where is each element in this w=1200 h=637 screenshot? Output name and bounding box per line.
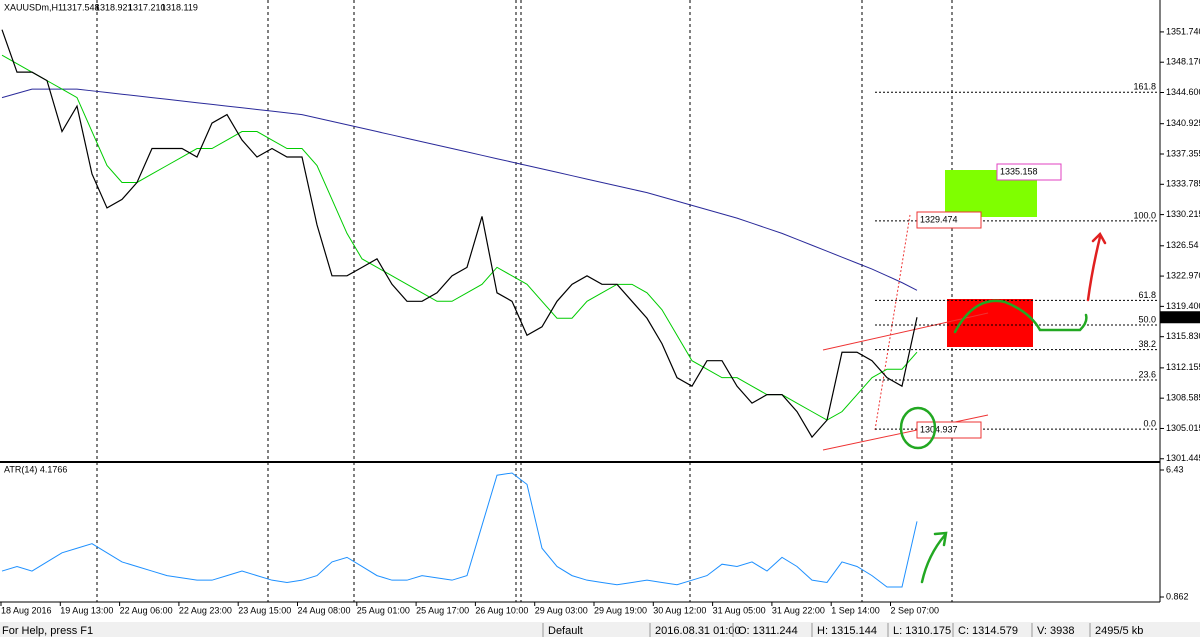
x-tick-label: 18 Aug 2016 [1,605,52,615]
y-tick-label: 1305.015 [1166,423,1200,433]
price-tag-label: 1335.158 [1000,166,1038,176]
y-tick-label: 1344.600 [1166,87,1200,97]
plot: 1351.740 1348.170 1344.600 1340.925 1337.355… [0,26,1200,615]
x-tick-label: 25 Aug 17:00 [416,605,469,615]
header-high: 1318.921 [95,2,133,12]
atr-tick-label: 0.862 [1166,591,1189,601]
x-tick-label: 23 Aug 15:00 [238,605,291,615]
atr-tick-label: 6.43 [1166,464,1184,474]
x-tick-label: 22 Aug 23:00 [179,605,232,615]
header-low: 1317.210 [128,2,166,12]
channel [822,214,989,451]
x-tick-label: 31 Aug 05:00 [713,605,766,615]
price-tag-label: 1329.474 [920,214,958,224]
x-tick-label: 30 Aug 12:00 [653,605,706,615]
y-tick-label: 1319.400 [1166,301,1200,311]
x-tick-label: 2 Sep 07:00 [891,605,940,615]
x-tick-label: 1 Sep 14:00 [831,605,880,615]
status-text: V: 3938 [1037,625,1075,637]
fib-label: 100.0 [1133,210,1156,220]
price-tag [916,211,982,229]
y-tick-label: 1315.830 [1166,331,1200,341]
fib-label: 38.2 [1138,339,1156,349]
price-tag [996,163,1062,181]
series-line [1,54,918,421]
fib-label: 161.8 [1133,82,1156,92]
status-text: C: 1314.579 [958,625,1018,637]
y-tick-label: 1351.740 [1166,26,1200,36]
x-tick-label: 19 Aug 13:00 [60,605,113,615]
series-line [1,88,918,291]
current-price-label: 1318.119 [1162,312,1199,322]
status-text: L: 1310.175 [893,625,951,637]
fib-label: 61.8 [1138,290,1156,300]
y-tick-label: 1333.785 [1166,179,1200,189]
header-symbol: XAUUSDm,H1 [4,2,63,12]
status-text: Default [548,625,583,637]
status-text: H: 1315.144 [817,625,877,637]
y-tick-label: 1348.170 [1166,57,1200,67]
status-text: O: 1311.244 [738,625,798,637]
x-tick-label: 22 Aug 06:00 [120,605,173,615]
fib-label: 23.6 [1138,369,1156,379]
status-text: For Help, press F1 [2,625,93,637]
x-tick-label: 29 Aug 19:00 [594,605,647,615]
atr-title: ATR(14) 4.1766 [4,464,67,474]
x-tick-label: 24 Aug 08:00 [298,605,351,615]
fib-label: 0.0 [1143,419,1156,429]
y-tick-label: 1308.585 [1166,393,1200,403]
status-bar: For Help, press F1 Default 2016.08.31 01:0… [0,622,1200,637]
y-tick-label: 1330.215 [1166,209,1200,219]
current-price-box [1160,311,1200,324]
fib-label: 50.0 [1138,314,1156,324]
annotations [899,231,1107,584]
price-tag-label: 1304.937 [920,424,958,434]
y-tick-label: 1337.355 [1166,148,1200,158]
status-text: 2016.08.31 01:00 [655,625,741,637]
y-tick-label: 1340.925 [1166,118,1200,128]
series-line [1,472,918,588]
x-tick-label: 25 Aug 01:00 [357,605,410,615]
x-tick-label: 31 Aug 22:00 [772,605,825,615]
status-text: 2495/5 kb [1095,625,1143,637]
y-tick-label: 1301.445 [1166,453,1200,463]
y-tick-label: 1322.970 [1166,270,1200,280]
y-tick-label: 1312.155 [1166,362,1200,372]
series-line [1,29,918,439]
x-tick-label: 29 Aug 03:00 [535,605,588,615]
y-tick-label: 1326.54 [1166,240,1199,250]
x-tick-label: 26 Aug 10:00 [475,605,528,615]
header-open: 1317.548 [62,2,100,12]
header-close: 1318.119 [161,2,198,12]
